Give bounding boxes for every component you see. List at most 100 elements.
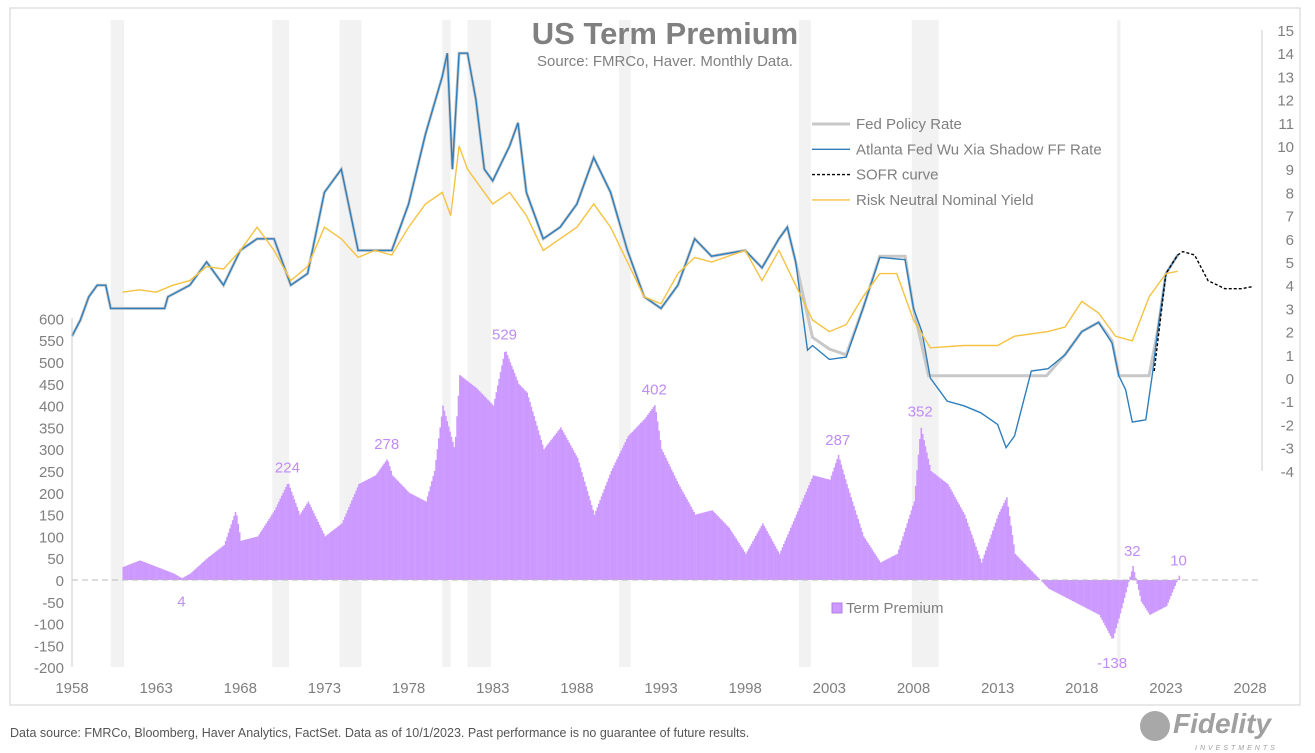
term-premium-bar — [136, 561, 139, 580]
term-premium-bar — [339, 524, 342, 580]
term-premium-bar — [320, 527, 322, 580]
term-premium-bar — [804, 494, 806, 580]
term-premium-bar — [1010, 525, 1012, 580]
term-premium-bar — [927, 458, 930, 580]
term-premium-bar — [1164, 580, 1167, 607]
term-premium-bar — [813, 475, 816, 580]
term-premium-bar — [994, 522, 997, 580]
term-premium-bar — [683, 494, 686, 580]
recession-band — [618, 20, 631, 667]
term-premium-bar — [673, 475, 676, 580]
term-premium-bar — [724, 523, 726, 580]
term-premium-bar — [475, 388, 478, 580]
term-premium-bar — [1050, 580, 1053, 591]
term-premium-bar — [637, 425, 639, 580]
term-premium-bar — [404, 488, 406, 580]
term-premium-bar — [1107, 580, 1109, 631]
term-premium-bar — [241, 540, 244, 580]
term-premium-bar — [384, 461, 387, 580]
right-axis-tick-label: 2 — [1286, 325, 1294, 342]
term-premium-bar — [659, 439, 662, 580]
data-label: 32 — [1124, 543, 1141, 560]
term-premium-bar — [816, 476, 819, 580]
term-premium-bar — [670, 469, 673, 580]
term-premium-bar — [310, 507, 313, 580]
term-premium-bar — [252, 537, 255, 580]
right-axis-tick-label: 11 — [1278, 116, 1294, 133]
term-premium-bar — [696, 514, 698, 580]
term-premium-bar — [614, 462, 617, 580]
term-premium-bar — [346, 510, 349, 580]
term-premium-bar — [400, 484, 402, 580]
term-premium-bar — [1035, 575, 1038, 580]
term-premium-bar — [840, 464, 843, 580]
term-premium-bar — [554, 434, 557, 580]
term-premium-bar — [314, 516, 317, 580]
term-premium-bar — [1125, 580, 1127, 593]
term-premium-bar — [717, 516, 719, 580]
term-premium-bar — [254, 537, 256, 580]
logo-subtitle: INVESTMENTS — [1195, 745, 1278, 752]
term-premium-bar — [850, 497, 852, 580]
term-premium-bar — [704, 512, 707, 580]
term-premium-bar — [1095, 580, 1098, 614]
term-premium-bar — [790, 527, 792, 580]
term-premium-bar — [663, 455, 666, 580]
right-axis-tick-label: 3 — [1286, 301, 1294, 318]
term-premium-bar — [1003, 502, 1005, 580]
term-premium-bar — [627, 436, 629, 580]
legend-label: Risk Neutral Nominal Yield — [856, 192, 1034, 209]
term-premium-bar — [512, 369, 514, 580]
term-premium-bar — [394, 478, 397, 580]
data-label: 352 — [908, 404, 933, 421]
term-premium-bar — [760, 525, 763, 580]
term-premium-bar — [424, 500, 426, 580]
term-premium-bar — [222, 546, 224, 580]
term-premium-bar — [1122, 580, 1125, 604]
term-premium-bar — [823, 478, 826, 580]
term-premium-bar — [201, 563, 203, 580]
term-premium-bar — [576, 457, 579, 580]
term-premium-bar — [223, 545, 226, 580]
term-premium-bar — [338, 525, 341, 580]
term-premium-bar — [822, 477, 824, 580]
term-premium-bar — [848, 492, 851, 580]
term-premium-bar — [482, 395, 485, 580]
term-premium-bar — [519, 385, 521, 580]
term-premium-bar — [715, 514, 718, 580]
term-premium-bar — [649, 410, 652, 580]
term-premium-bar — [698, 513, 701, 580]
term-premium-bar — [196, 567, 199, 580]
term-premium-bar — [1129, 576, 1132, 580]
term-premium-bar — [860, 527, 862, 580]
term-premium-bar — [718, 517, 721, 580]
term-premium-bar — [257, 536, 259, 580]
term-premium-bar — [882, 561, 885, 580]
term-premium-bar — [517, 383, 520, 580]
sofr-curve-line — [1153, 250, 1254, 372]
term-premium-bar — [189, 573, 192, 580]
term-premium-bar — [353, 493, 356, 580]
term-premium-bar — [247, 538, 249, 580]
term-premium-bar — [1088, 580, 1091, 610]
term-premium-bar — [369, 478, 371, 580]
data-label: 224 — [275, 459, 300, 476]
term-premium-bar — [408, 492, 411, 580]
term-premium-bar — [875, 556, 878, 580]
term-premium-bar — [251, 537, 254, 580]
term-premium-bar — [961, 509, 963, 580]
term-premium-bar — [1163, 580, 1165, 608]
term-premium-bar — [672, 472, 674, 580]
term-premium-bar — [766, 530, 768, 580]
term-premium-bar — [907, 518, 910, 580]
term-premium-bar — [919, 439, 921, 580]
term-premium-bar — [438, 438, 440, 580]
left-axis-tick-label: 400 — [39, 399, 64, 416]
term-premium-bar — [558, 429, 561, 580]
term-premium-bar — [471, 384, 474, 580]
term-premium-bar — [1074, 580, 1077, 603]
term-premium-bar — [244, 539, 247, 580]
term-premium-bar — [177, 575, 179, 580]
term-premium-bar — [151, 565, 154, 580]
